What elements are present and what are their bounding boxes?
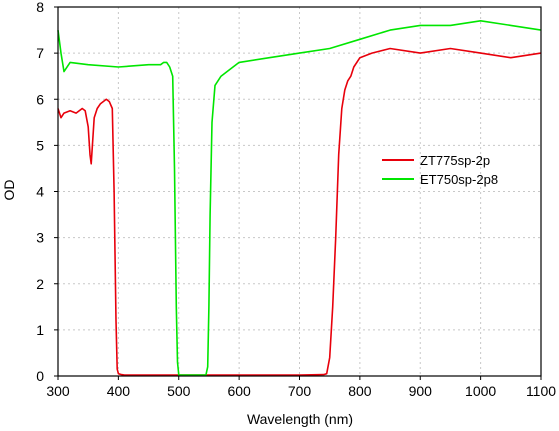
y-tick-label: 8 (36, 0, 44, 15)
series-line-zt775sp-2p (57, 47, 542, 376)
y-tick-label: 0 (36, 368, 44, 384)
y-axis-title: OD (1, 180, 17, 201)
y-tick-label: 6 (36, 91, 44, 107)
y-tick-label: 1 (36, 322, 44, 338)
x-tick-label: 300 (46, 383, 70, 399)
y-tick-label: 4 (36, 184, 44, 200)
legend: ZT775sp-2p ET750sp-2p8 (382, 153, 498, 187)
x-axis-title: Wavelength (nm) (247, 411, 353, 427)
x-tick-label: 800 (348, 383, 372, 399)
x-tick-label: 600 (227, 383, 251, 399)
legend-label: ZT775sp-2p (420, 153, 490, 168)
y-tick-label: 7 (36, 45, 44, 61)
series-line-et750sp-2p8 (57, 19, 542, 376)
x-tick-label: 1000 (465, 383, 496, 399)
x-axis: 300 400 500 600 700 800 900 1000 1100 (46, 376, 556, 399)
y-axis: 0 1 2 3 4 5 6 7 8 (36, 0, 58, 384)
y-tick-label: 5 (36, 137, 44, 153)
x-tick-label: 400 (107, 383, 131, 399)
x-tick-label: 900 (409, 383, 433, 399)
x-tick-label: 700 (288, 383, 312, 399)
y-tick-label: 2 (36, 276, 44, 292)
legend-label: ET750sp-2p8 (420, 172, 498, 187)
x-tick-label: 1100 (526, 383, 556, 399)
x-tick-label: 500 (167, 383, 191, 399)
series-layer (57, 19, 542, 376)
y-tick-label: 3 (36, 230, 44, 246)
